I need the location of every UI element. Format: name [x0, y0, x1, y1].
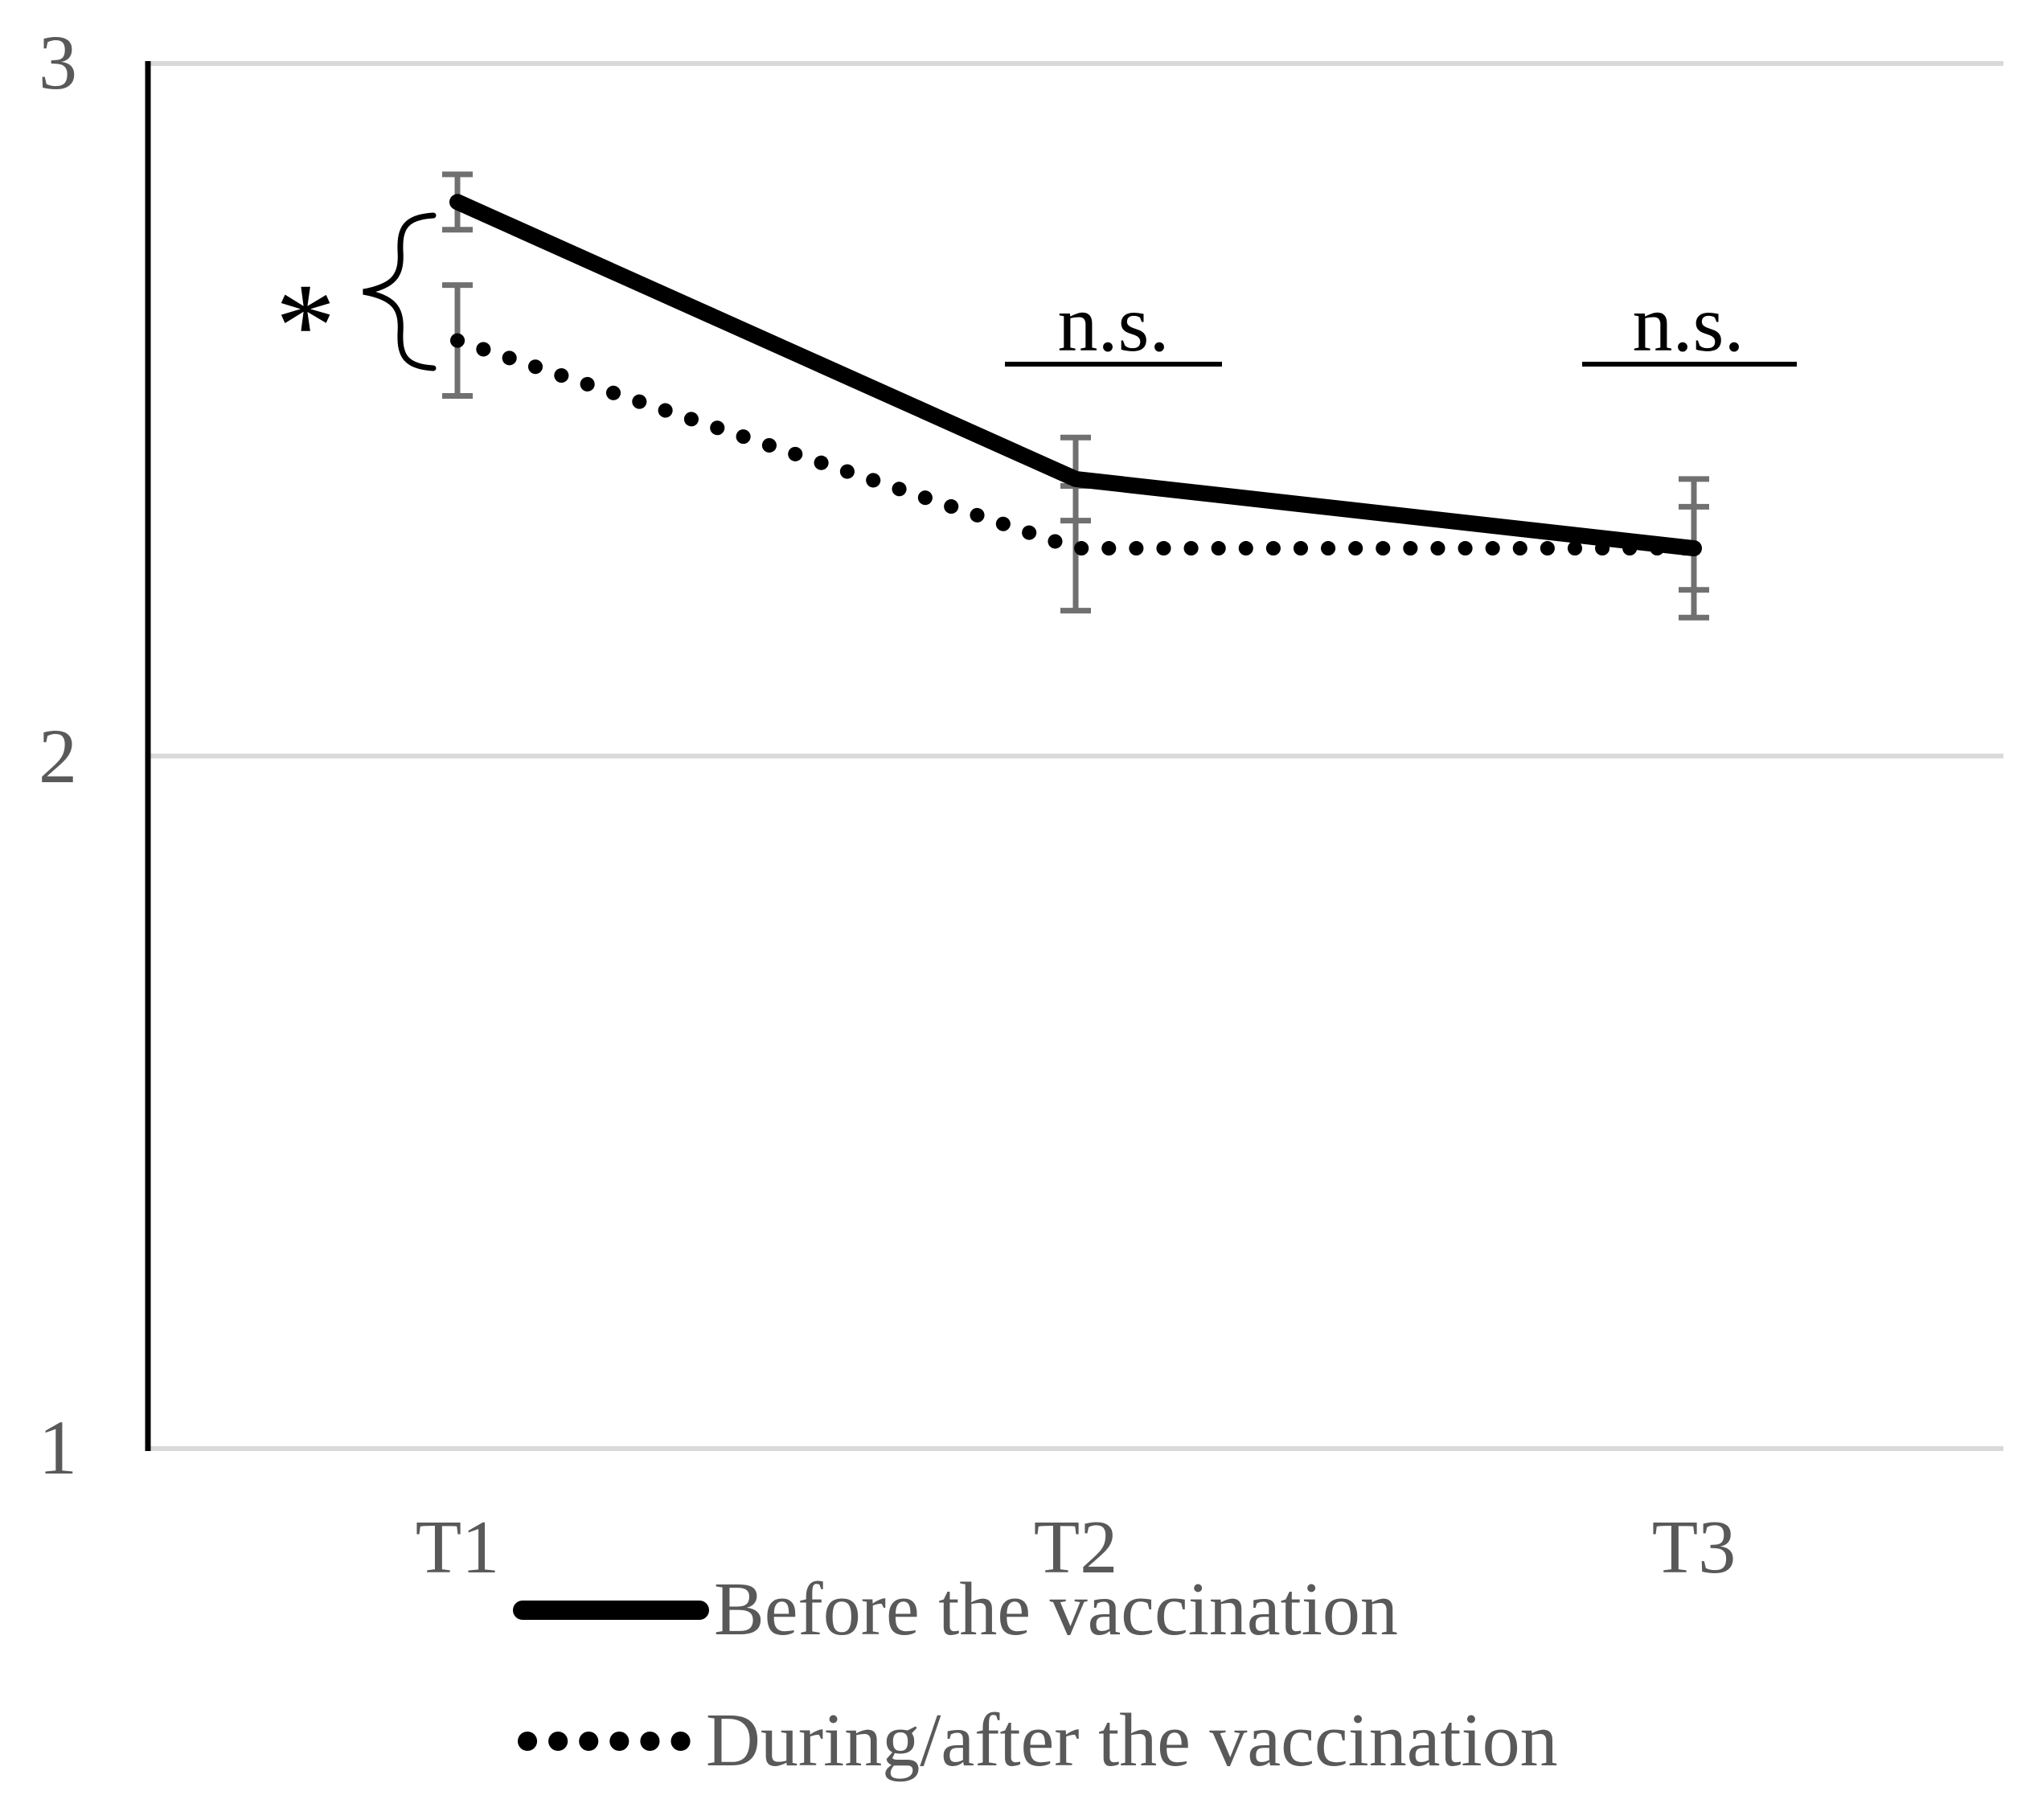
xtick-label-t3: T3	[1652, 1506, 1736, 1589]
xtick-label-t2: T2	[1034, 1506, 1117, 1589]
ytick-label-3: 3	[39, 19, 77, 105]
legend-label-before: Before the vaccination	[714, 1568, 1398, 1651]
significance-brace	[363, 212, 437, 371]
series-line-during	[450, 333, 1701, 556]
gridlines	[148, 61, 2003, 1451]
ns-annotation-t2: n.s.	[1058, 279, 1170, 368]
asterisk-annotation: *	[276, 259, 336, 392]
ytick-label-2: 2	[39, 713, 77, 799]
legend-label-during: During/after the vaccination	[706, 1699, 1558, 1782]
ns-annotation-t3: n.s.	[1633, 279, 1745, 368]
series-line-before	[449, 194, 1702, 557]
ytick-label-1: 1	[39, 1404, 77, 1490]
legend: Before the vaccination During/after the …	[513, 1568, 1558, 1782]
xtick-label-t1: T1	[416, 1506, 499, 1589]
